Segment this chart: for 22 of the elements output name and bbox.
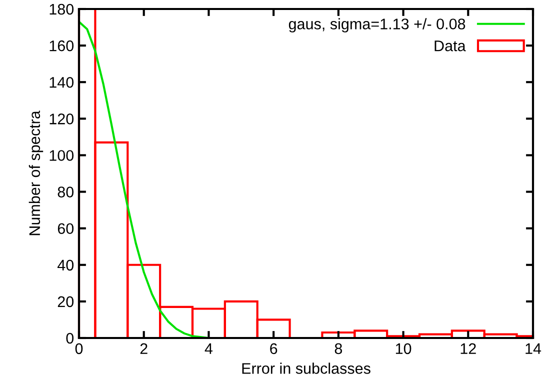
y-tick-label: 160 (50, 40, 74, 52)
x-tick-label: 12 (460, 343, 476, 354)
x-axis-title: Error in subclasses (242, 362, 370, 374)
y-tick-label: 60 (58, 223, 74, 234)
legend-label: Data (434, 40, 466, 52)
x-tick-label: 14 (526, 343, 542, 354)
y-axis-title: Number of spectra (28, 110, 44, 236)
y-tick-label: 100 (50, 150, 74, 161)
y-tick-label: 20 (58, 296, 74, 308)
x-tick-label: 2 (140, 343, 148, 354)
legend-label: gaus, sigma=1.13 +/- 0.08 (288, 18, 466, 32)
x-tick-label: 8 (334, 343, 342, 354)
y-tick-label: 180 (50, 4, 74, 15)
x-tick-label: 10 (396, 343, 412, 354)
y-tick-label: 0 (66, 332, 74, 344)
x-tick-label: 0 (75, 343, 83, 354)
x-tick-label: 6 (270, 343, 278, 354)
y-tick-label: 80 (58, 186, 74, 198)
y-tick-label: 120 (50, 114, 74, 124)
y-tick-label: 40 (58, 260, 74, 271)
x-tick-label: 4 (204, 343, 213, 354)
y-tick-label: 140 (50, 76, 74, 88)
